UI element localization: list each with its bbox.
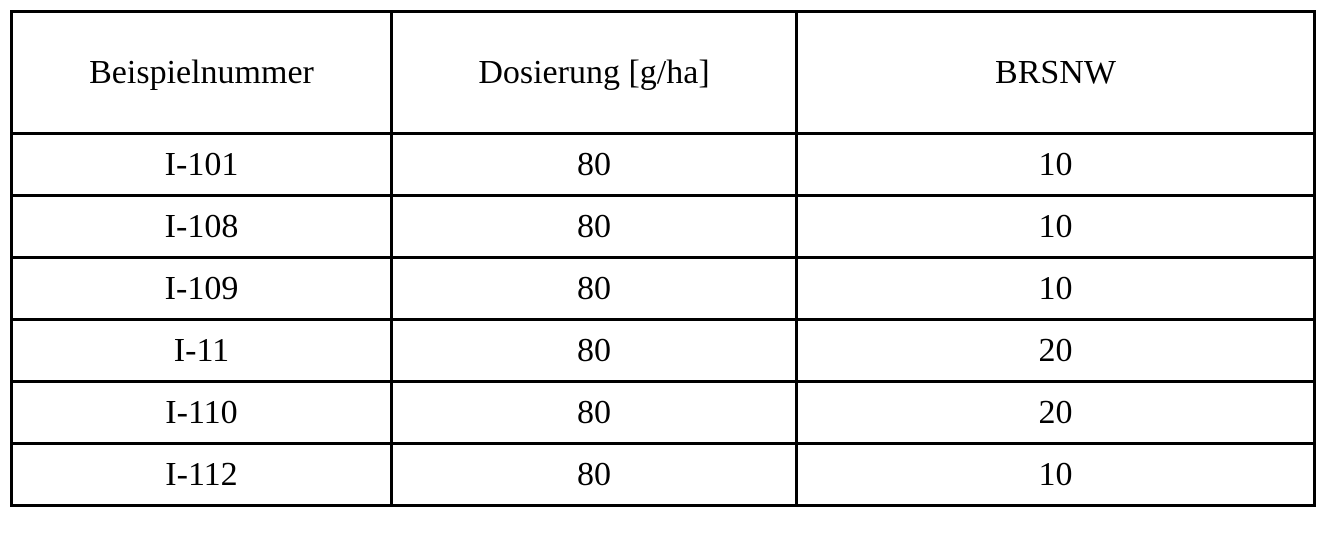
results-table-container: Beispielnummer Dosierung [g/ha] BRSNW I-10… xyxy=(10,10,1316,507)
table-cell: 10 xyxy=(795,194,1316,259)
table-cell: 20 xyxy=(795,380,1316,445)
table-cell: 80 xyxy=(390,380,798,445)
table-row: I-112 80 10 xyxy=(10,442,1316,507)
table-cell: 80 xyxy=(390,256,798,321)
table-header-row: Beispielnummer Dosierung [g/ha] BRSNW xyxy=(10,10,1316,135)
table-cell: 80 xyxy=(390,194,798,259)
header-cell: Dosierung [g/ha] xyxy=(390,10,798,135)
table-cell: I-109 xyxy=(10,256,393,321)
table-cell: 10 xyxy=(795,442,1316,507)
table-row: I-109 80 10 xyxy=(10,256,1316,321)
table-cell: 80 xyxy=(390,318,798,383)
table-cell: I-112 xyxy=(10,442,393,507)
table-cell: 80 xyxy=(390,132,798,197)
table-cell: 80 xyxy=(390,442,798,507)
table-row: I-110 80 20 xyxy=(10,380,1316,445)
table-cell: 10 xyxy=(795,256,1316,321)
results-table: Beispielnummer Dosierung [g/ha] BRSNW I-10… xyxy=(10,10,1316,507)
table-cell: I-108 xyxy=(10,194,393,259)
header-cell: Beispielnummer xyxy=(10,10,393,135)
table-cell: I-110 xyxy=(10,380,393,445)
table-cell: I-101 xyxy=(10,132,393,197)
table-row: I-101 80 10 xyxy=(10,132,1316,197)
table-cell: 10 xyxy=(795,132,1316,197)
table-cell: I-11 xyxy=(10,318,393,383)
table-row: I-108 80 10 xyxy=(10,194,1316,259)
table-row: I-11 80 20 xyxy=(10,318,1316,383)
header-cell: BRSNW xyxy=(795,10,1316,135)
table-cell: 20 xyxy=(795,318,1316,383)
